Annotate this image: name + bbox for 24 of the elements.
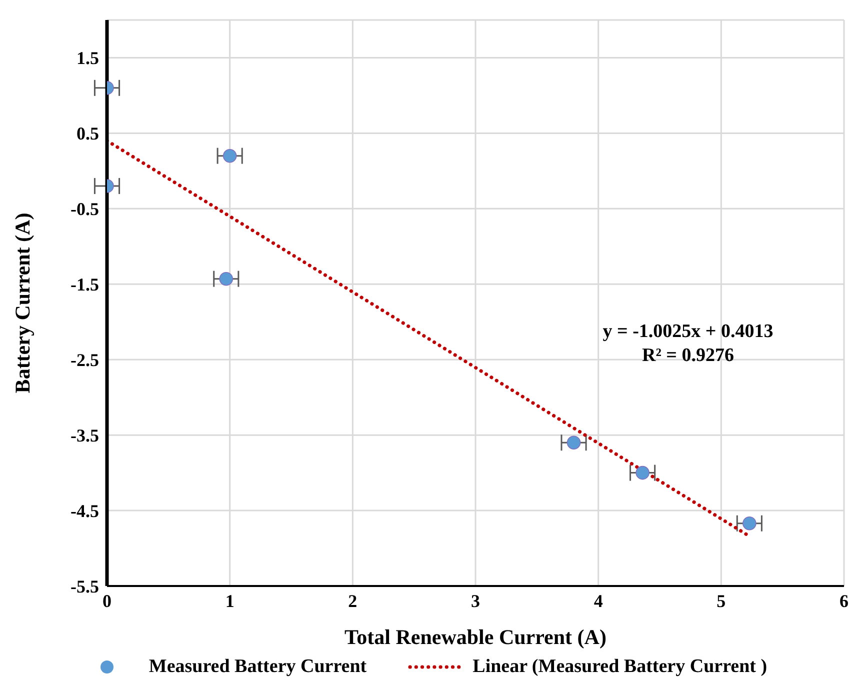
point xyxy=(636,466,650,480)
x-tick-label: 4 xyxy=(594,590,603,611)
x-tick-label: 5 xyxy=(716,590,726,611)
annotation: R² = 0.9276 xyxy=(641,344,735,368)
x-tick-label: 0 xyxy=(102,590,112,611)
point xyxy=(742,516,756,530)
x-tick-label: 1 xyxy=(225,590,234,611)
y-tick-label: -2.5 xyxy=(70,350,99,370)
y-tick-label: -5.5 xyxy=(70,576,99,596)
x-tick-label: 2 xyxy=(348,590,358,611)
y-tick-label: 0.5 xyxy=(76,124,99,144)
y-tick-label: -3.5 xyxy=(70,425,99,446)
x-tick-label: 6 xyxy=(840,590,848,611)
annotation: y = -1.0025x + 0.4013 xyxy=(602,320,774,344)
legend-label: Linear (Measured Battery Current ) xyxy=(472,656,768,678)
x-tick-label: 3 xyxy=(471,590,480,611)
y-tick-label: 1.5 xyxy=(76,48,99,68)
y-tick-label: -4.5 xyxy=(70,500,99,521)
legend-label: Measured Battery Current xyxy=(148,656,367,678)
y-tick-label: -0.5 xyxy=(70,199,99,220)
x-axis-title: Total Renewable Current (A) xyxy=(344,625,606,649)
y-tick-label: -1.5 xyxy=(70,274,99,295)
y-axis-title: Battery Current (A) xyxy=(10,212,34,394)
point xyxy=(566,436,581,450)
